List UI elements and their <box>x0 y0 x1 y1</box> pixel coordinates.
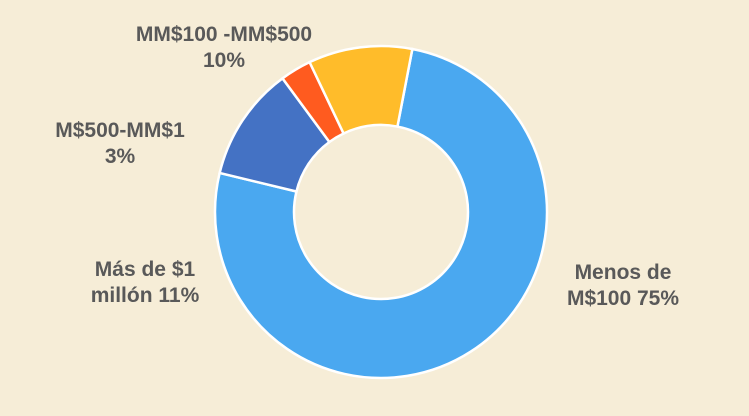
label-mas-de-1-millon: Más de $1 millón 11% <box>90 258 200 307</box>
label-menos-de-100: Menos de M$100 75% <box>566 261 680 310</box>
slice-menos-de-100 <box>213 47 549 380</box>
slice-100-500 <box>307 44 414 136</box>
label-100-500: MM$100 -MM$500 10% <box>135 23 313 72</box>
label-500-1: M$500-MM$1 3% <box>55 119 185 168</box>
